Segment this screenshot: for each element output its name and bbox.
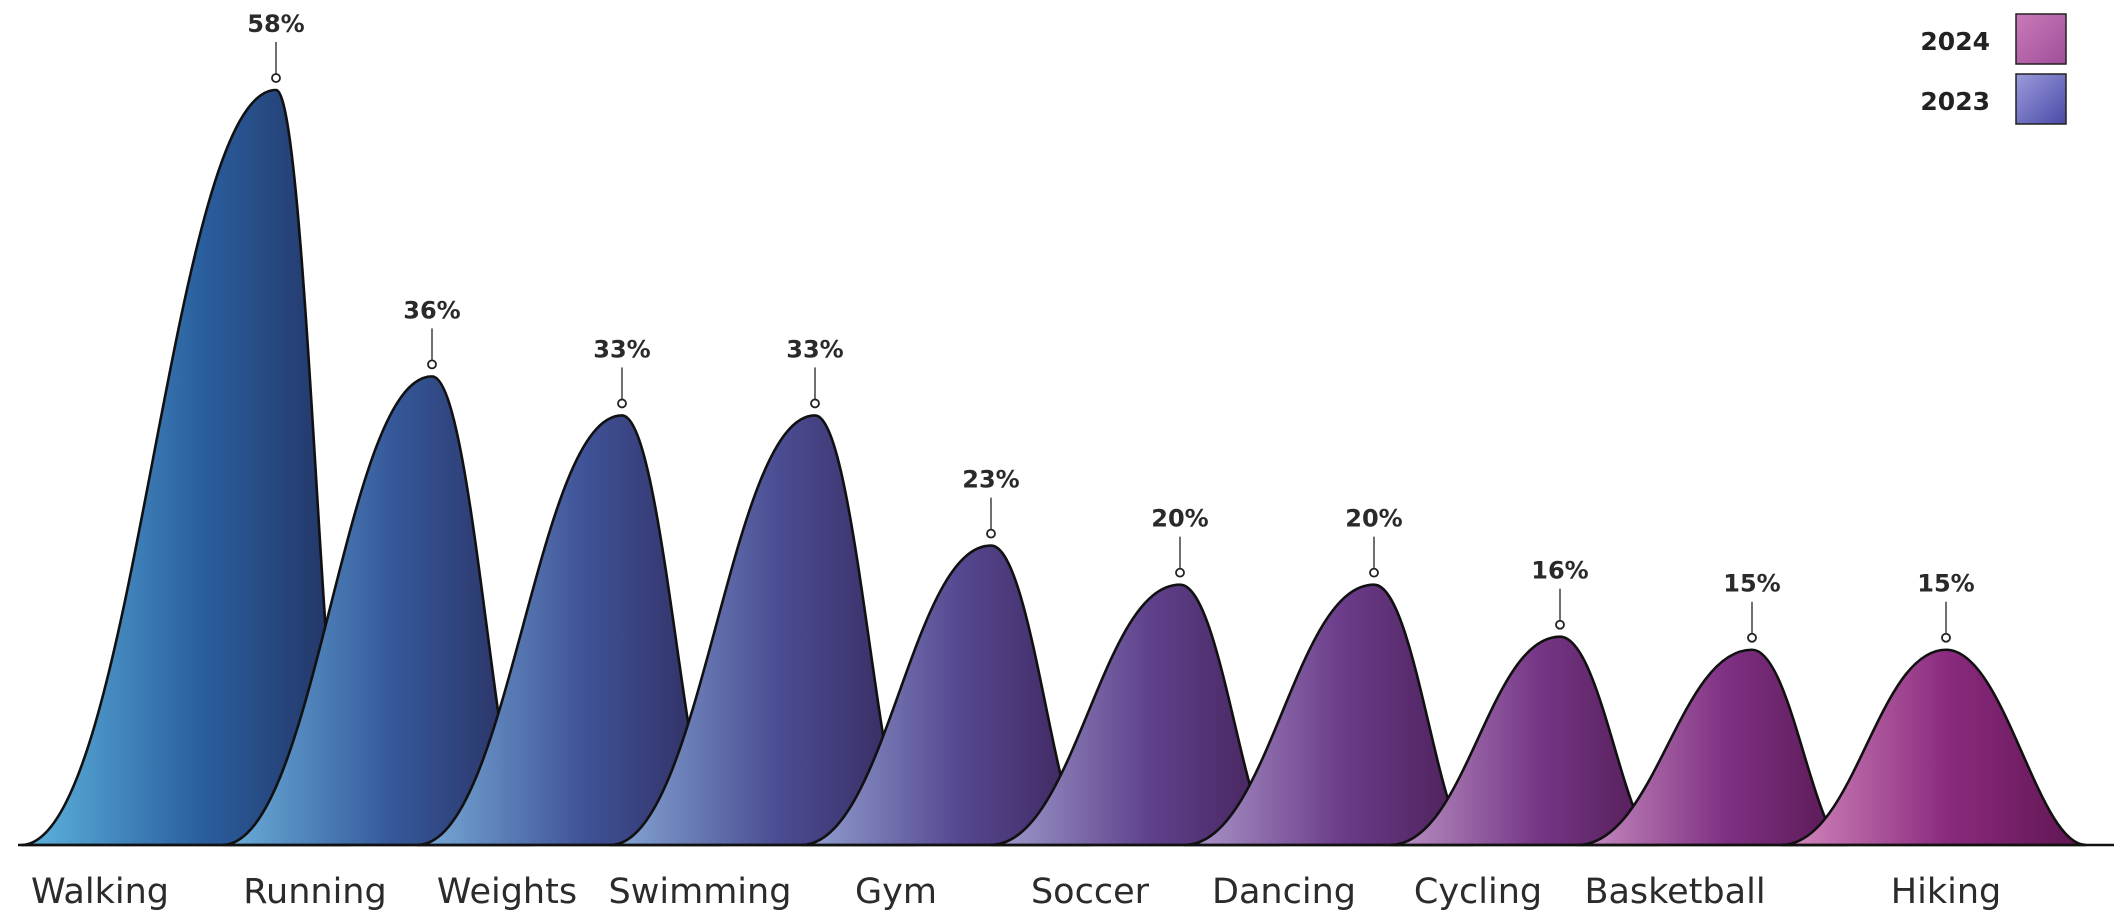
category-label-weights: Weights: [437, 872, 577, 912]
legend-swatch-2023: [2015, 73, 2067, 125]
value-label-walking: 58%: [247, 10, 304, 38]
value-labels-layer: 58% 36% 33% 33% 23% 20% 20% 16% 15% 15%: [247, 10, 1975, 643]
category-label-swimming: Swimming: [609, 872, 792, 912]
category-label-cycling: Cycling: [1414, 872, 1542, 912]
leader-dot-running: [427, 359, 437, 370]
leader-dot-walking: [271, 73, 281, 83]
leader-dot-weights: [617, 398, 627, 409]
leader-dot-cycling: [1555, 619, 1565, 630]
legend: 2024 2023: [1920, 13, 2067, 125]
value-label-soccer: 20%: [1151, 505, 1208, 533]
leader-dot-swimming: [810, 398, 820, 409]
leader-dot-hiking: [1941, 632, 1951, 643]
category-label-dancing: Dancing: [1212, 872, 1356, 912]
category-label-running: Running: [243, 872, 386, 912]
legend-label-2023: 2023: [1920, 87, 1990, 116]
value-label-swimming: 33%: [786, 335, 843, 363]
value-label-hiking: 15%: [1917, 570, 1974, 598]
category-label-walking: Walking: [31, 872, 169, 912]
leader-dot-gym: [986, 528, 996, 539]
peak-hiking: [1780, 648, 2087, 847]
category-labels-layer: Walking Running Weights Swimming Gym Soccer Da…: [31, 872, 2001, 912]
leader-dot-basketball: [1747, 632, 1757, 643]
peak-cycling: [1389, 635, 1661, 847]
value-label-basketball: 15%: [1723, 570, 1780, 598]
peaks-layer: [20, 88, 2087, 847]
leader-dot-soccer: [1175, 567, 1185, 578]
value-label-dancing: 20%: [1345, 505, 1402, 533]
category-label-soccer: Soccer: [1031, 872, 1150, 912]
value-label-weights: 33%: [593, 335, 650, 363]
legend-swatch-2024: [2015, 13, 2067, 65]
peak-basketball: [1576, 648, 1848, 847]
value-label-gym: 23%: [962, 466, 1019, 494]
leader-dot-dancing: [1369, 567, 1379, 578]
peak-dancing: [1183, 583, 1475, 847]
legend-label-2024: 2024: [1920, 27, 1990, 56]
category-label-basketball: Basketball: [1584, 872, 1765, 912]
category-label-gym: Gym: [855, 872, 937, 912]
value-label-running: 36%: [403, 296, 460, 324]
category-label-hiking: Hiking: [1891, 872, 2001, 912]
value-label-cycling: 16%: [1531, 557, 1588, 585]
